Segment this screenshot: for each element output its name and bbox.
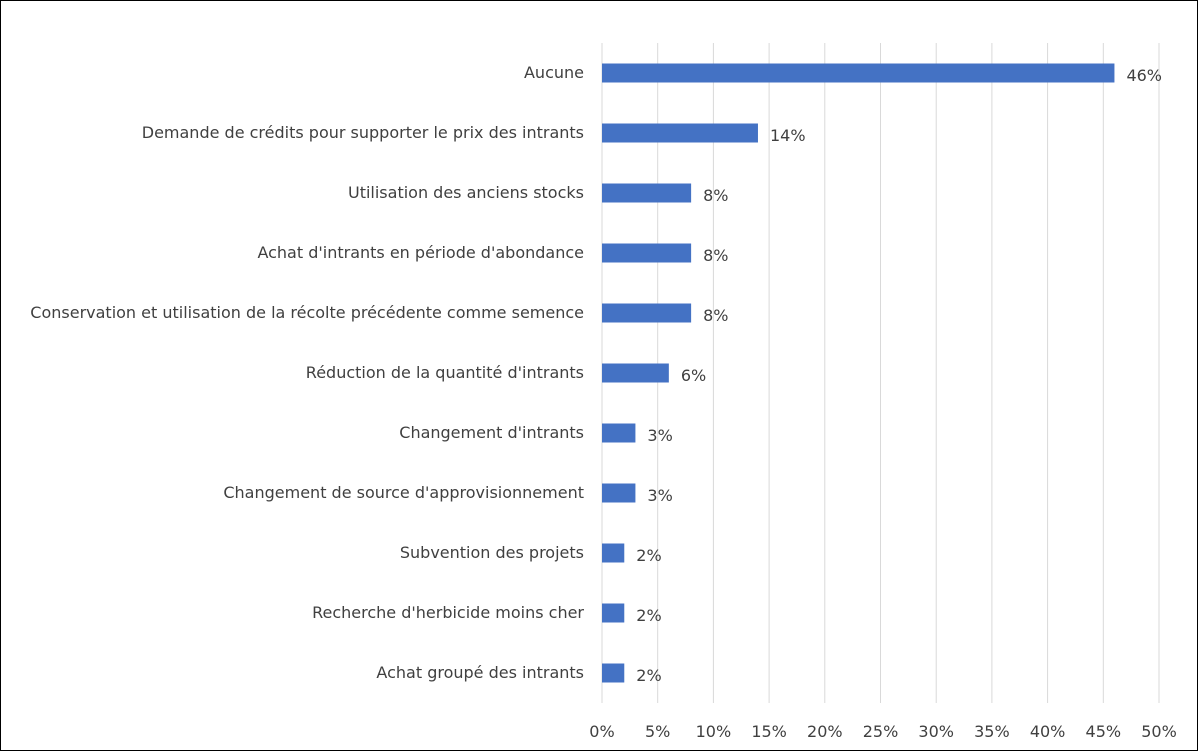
y-tick-label: Conservation et utilisation de la récolt… (30, 303, 584, 322)
y-tick-label: Utilisation des anciens stocks (347, 183, 584, 202)
x-tick-label: 50% (1141, 722, 1177, 741)
data-label: 8% (703, 246, 729, 265)
bar (602, 603, 625, 623)
bar (602, 363, 669, 383)
x-tick-label: 30% (918, 722, 954, 741)
y-tick-label: Demande de crédits pour supporter le pri… (141, 123, 584, 142)
y-tick-label: Changement d'intrants (399, 423, 584, 442)
y-tick-label: Réduction de la quantité d'intrants (305, 363, 584, 382)
x-tick-label: 15% (751, 722, 787, 741)
data-label: 3% (647, 486, 673, 505)
data-label: 6% (680, 366, 707, 385)
data-label: 46% (1126, 66, 1162, 85)
x-tick-label: 20% (807, 722, 843, 741)
data-label: 3% (647, 426, 673, 445)
x-tick-label: 25% (862, 722, 899, 741)
bar (602, 483, 636, 503)
y-tick-label: Achat d'intrants en période d'abondance (257, 243, 584, 262)
bar (602, 543, 625, 563)
y-tick-label: Subvention des projets (399, 543, 584, 562)
bar (602, 303, 692, 323)
data-label: 2% (636, 606, 662, 625)
bar (602, 243, 692, 263)
bar (602, 63, 1115, 83)
x-tick-label: 5% (644, 722, 671, 741)
y-tick-label: Aucune (523, 63, 584, 82)
x-tick-label: 45% (1085, 722, 1122, 741)
bar (602, 123, 758, 143)
bar (602, 183, 692, 203)
y-tick-label: Achat groupé des intrants (376, 663, 584, 682)
data-label: 2% (636, 546, 662, 565)
x-tick-label: 0% (589, 722, 615, 741)
x-tick-label: 35% (974, 722, 1010, 741)
data-label: 2% (636, 666, 662, 685)
bar (602, 663, 625, 683)
x-tick-label: 10% (695, 722, 732, 741)
y-tick-label: Changement de source d'approvisionnement (223, 483, 584, 502)
bar (602, 423, 636, 443)
x-tick-label: 40% (1029, 722, 1066, 741)
data-label: 8% (703, 306, 729, 325)
data-label: 14% (769, 126, 806, 145)
data-label: 8% (703, 186, 729, 205)
y-tick-label: Recherche d'herbicide moins cher (312, 603, 584, 622)
